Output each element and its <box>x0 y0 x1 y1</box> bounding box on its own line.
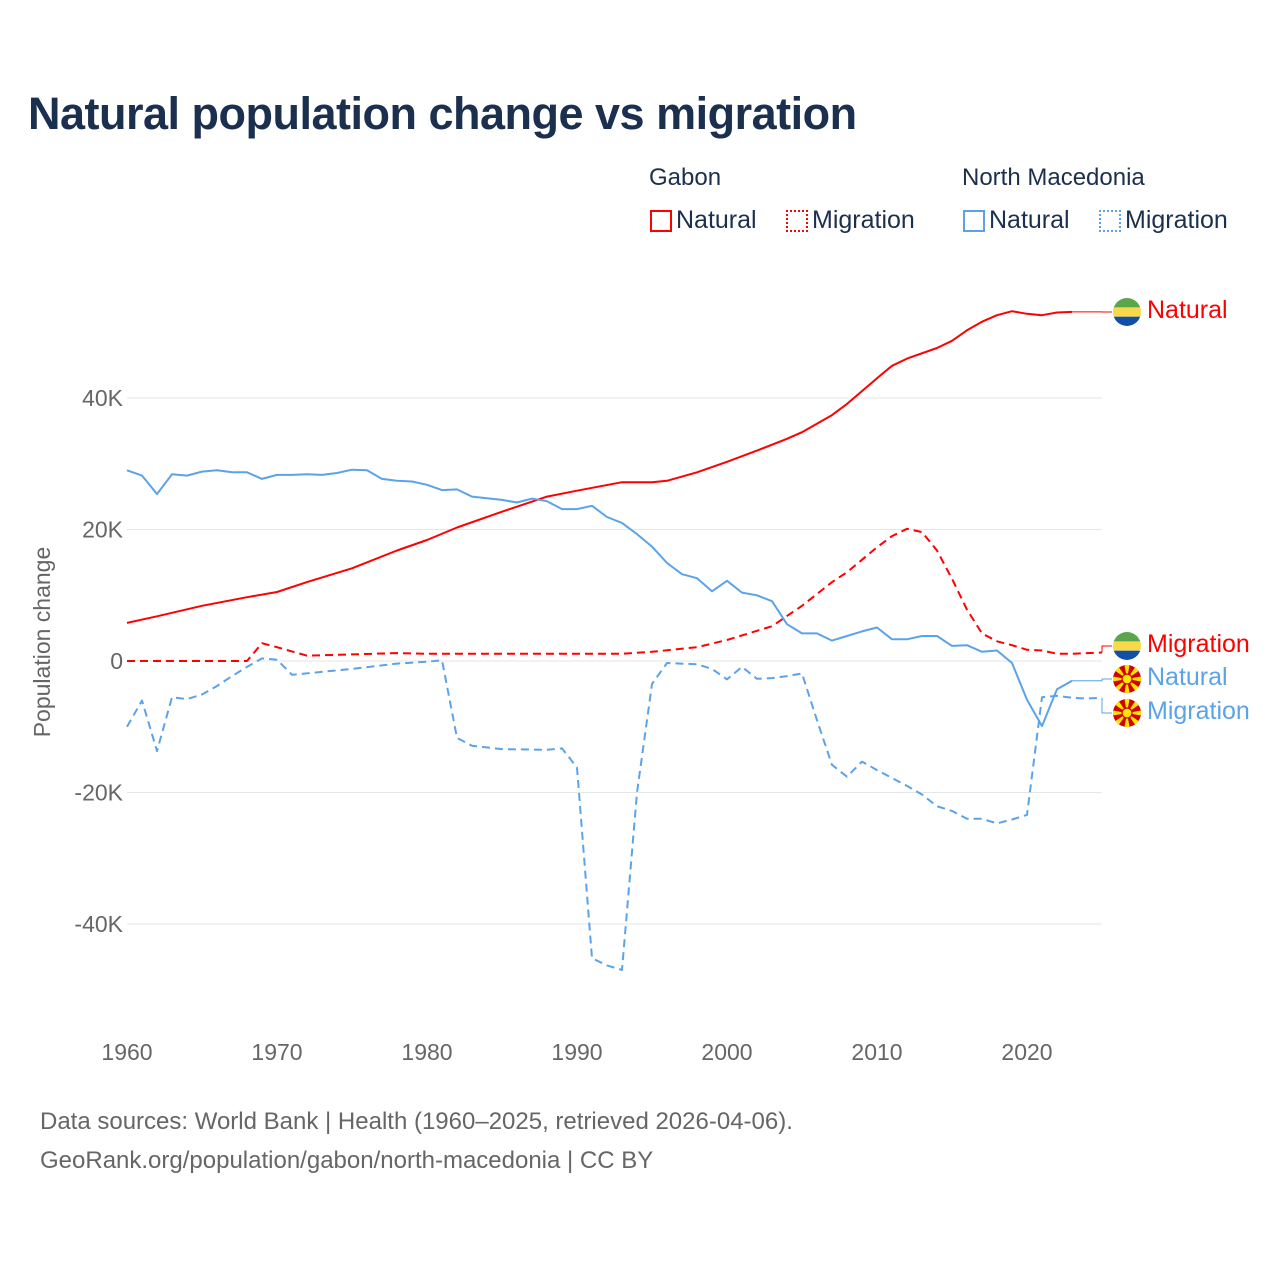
legend-label: Natural <box>989 206 1070 234</box>
gabon-flag-icon <box>1113 298 1141 326</box>
flag-ray <box>1124 665 1130 679</box>
legend-nm-natural[interactable]: Natural <box>963 206 1070 235</box>
flag-stripe <box>1113 298 1141 308</box>
legend-label: Migration <box>1125 206 1228 234</box>
flag-ray <box>1127 710 1141 716</box>
flag-stripe <box>1113 650 1141 660</box>
flag-stripe <box>1113 307 1141 317</box>
legend-nm-migration[interactable]: Migration <box>1099 206 1228 235</box>
x-tick-label: 1980 <box>401 1039 452 1065</box>
flag-body <box>1113 632 1141 660</box>
chart-title: Natural population change vs migration <box>28 88 857 139</box>
footer-url: GeoRank.org/population/gabon/north-maced… <box>40 1147 654 1174</box>
x-tick-label: 2020 <box>1001 1039 1052 1065</box>
gabon-flag-icon <box>1113 632 1141 660</box>
flag-sun <box>1121 673 1133 685</box>
solid-swatch-icon <box>963 209 985 232</box>
y-tick-label: -40K <box>74 911 123 937</box>
flag-ray <box>1124 713 1130 727</box>
flag-ray <box>1124 679 1130 693</box>
label-connector <box>1101 645 1112 653</box>
flag-ray <box>1113 710 1127 716</box>
end-label: Natural <box>1147 663 1228 691</box>
y-tick-label: 40K <box>82 385 124 411</box>
flag-stripe <box>1113 632 1141 642</box>
flag-stripe <box>1113 641 1141 651</box>
x-tick-label: 1990 <box>551 1039 602 1065</box>
series-line-north-macedonia-natural <box>126 468 1073 728</box>
label-connector <box>1072 678 1112 682</box>
legend-gabon-migration[interactable]: Migration <box>786 206 915 235</box>
flag-sun <box>1121 707 1133 719</box>
north-macedonia-flag-icon <box>1113 699 1141 727</box>
legend-label: Natural <box>676 206 757 234</box>
series-line-gabon-migration <box>127 527 1103 662</box>
label-connector <box>1101 697 1112 714</box>
legend-group-north-macedonia: North Macedonia <box>962 164 1145 191</box>
flag-ray <box>1113 676 1127 682</box>
flag-ray <box>1124 699 1130 713</box>
x-tick-label: 1970 <box>251 1039 302 1065</box>
dotted-swatch-icon <box>786 209 808 232</box>
legend-gabon-natural[interactable]: Natural <box>650 206 757 235</box>
end-label: Migration <box>1147 630 1250 658</box>
x-tick-label: 2010 <box>851 1039 902 1065</box>
flag-ray <box>1127 676 1141 682</box>
series-line-north-macedonia-migration <box>126 657 1103 971</box>
legend-group-gabon: Gabon <box>649 164 722 191</box>
legend-label: Migration <box>812 206 915 234</box>
flag-body <box>1113 298 1141 326</box>
series-line-gabon-natural <box>126 310 1073 624</box>
x-tick-label: 2000 <box>701 1039 752 1065</box>
x-tick-label: 1960 <box>101 1039 152 1065</box>
dotted-swatch-icon <box>1099 209 1121 232</box>
y-axis-label: Population change <box>29 547 55 738</box>
north-macedonia-flag-icon <box>1113 665 1141 693</box>
y-tick-label: -20K <box>74 780 123 806</box>
flag-body <box>1113 665 1141 693</box>
flag-body <box>1113 699 1141 727</box>
end-label: Natural <box>1147 296 1228 324</box>
y-tick-label: 20K <box>82 517 124 543</box>
footer-sources: Data sources: World Bank | Health (1960–… <box>40 1108 793 1135</box>
y-tick-label: 0 <box>110 648 123 674</box>
end-label: Migration <box>1147 697 1250 725</box>
solid-swatch-icon <box>650 209 672 232</box>
flag-stripe <box>1113 316 1141 326</box>
